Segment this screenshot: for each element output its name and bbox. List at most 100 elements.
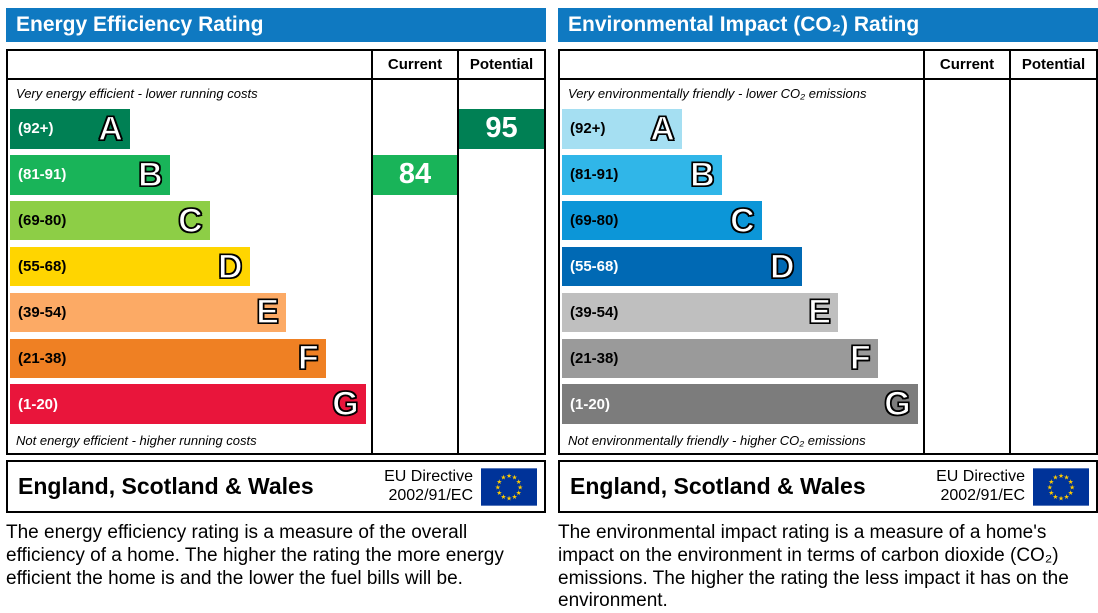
band-row-f: (21-38) F bbox=[560, 335, 1096, 382]
potential-column-cell bbox=[1009, 381, 1096, 428]
bottom-note-row: Not environmentally friendly - higher CO… bbox=[560, 427, 1096, 454]
band-range: (92+) bbox=[570, 120, 606, 138]
band-row-g: (1-20) G bbox=[8, 381, 544, 428]
potential-column-header: Potential bbox=[1009, 51, 1096, 78]
top-note-row: Very energy efficient - lower running co… bbox=[8, 80, 544, 106]
current-column-cell bbox=[371, 80, 457, 106]
eu-directive-line1: EU Directive bbox=[384, 468, 473, 486]
eu-flag-icon: ★ ★★★★★★★★★★★ bbox=[481, 467, 537, 506]
band-bar-g: (1-20) G bbox=[10, 384, 366, 424]
potential-column-cell bbox=[457, 197, 544, 244]
band-range: (92+) bbox=[18, 120, 54, 138]
band-range: (69-80) bbox=[18, 212, 67, 230]
band-cell: (39-54) E bbox=[560, 289, 923, 335]
energy-efficiency-panel: Energy Efficiency Rating Current Potenti… bbox=[6, 8, 546, 613]
band-row-g: (1-20) G bbox=[560, 381, 1096, 428]
band-row-e: (39-54) E bbox=[560, 289, 1096, 336]
band-cell: (81-91) B bbox=[560, 152, 923, 198]
band-bar-c: (69-80) C bbox=[562, 200, 762, 241]
svg-text:★: ★ bbox=[506, 472, 512, 480]
band-row-b: (81-91) B bbox=[560, 151, 1096, 198]
band-cell: (69-80) C bbox=[560, 198, 923, 244]
current-column-cell bbox=[923, 243, 1009, 290]
bottom-note: Not environmentally friendly - higher CO… bbox=[568, 432, 866, 448]
potential-column-cell bbox=[1009, 243, 1096, 290]
potential-column-cell bbox=[457, 381, 544, 428]
current-column-cell bbox=[371, 335, 457, 382]
band-range: (81-91) bbox=[18, 166, 67, 184]
eu-directive-label: EU Directive 2002/91/EC bbox=[936, 468, 1025, 505]
potential-column-cell bbox=[457, 243, 544, 290]
band-row-a: (92+) A bbox=[560, 106, 1096, 152]
band-letter: D bbox=[217, 247, 243, 286]
current-column-cell bbox=[923, 80, 1009, 106]
svg-text:★: ★ bbox=[1052, 473, 1058, 481]
current-column-cell bbox=[923, 427, 1009, 454]
current-column-header: Current bbox=[371, 51, 457, 78]
top-note: Very environmentally friendly - lower CO… bbox=[568, 85, 867, 101]
band-cell: (81-91) B bbox=[8, 152, 371, 198]
band-cell: (21-38) F bbox=[560, 335, 923, 381]
band-letter: G bbox=[884, 385, 912, 424]
band-row-a: (92+) A 95 bbox=[8, 106, 544, 152]
eu-directive-line2: 2002/91/EC bbox=[940, 486, 1025, 504]
potential-column-cell bbox=[1009, 335, 1096, 382]
footer-bar: England, Scotland & Wales EU Directive 2… bbox=[558, 460, 1098, 513]
current-rating-marker: 84 bbox=[373, 155, 457, 195]
band-bar-a: (92+) A bbox=[562, 109, 682, 149]
potential-column-cell bbox=[1009, 106, 1096, 152]
eu-directive-label: EU Directive 2002/91/EC bbox=[384, 468, 473, 505]
svg-text:★: ★ bbox=[1047, 483, 1053, 491]
svg-text:★: ★ bbox=[1064, 493, 1070, 501]
band-letter: D bbox=[769, 247, 795, 286]
svg-text:★: ★ bbox=[1048, 489, 1054, 497]
svg-text:★: ★ bbox=[516, 489, 522, 497]
svg-text:★: ★ bbox=[1064, 473, 1070, 481]
current-column-cell bbox=[371, 289, 457, 336]
svg-text:★: ★ bbox=[1048, 477, 1054, 485]
band-bar-e: (39-54) E bbox=[10, 292, 286, 333]
band-cell: (92+) A bbox=[560, 106, 923, 152]
band-letter: A bbox=[650, 109, 676, 148]
potential-column-cell bbox=[1009, 289, 1096, 336]
band-range: (55-68) bbox=[18, 258, 67, 275]
band-bar-f: (21-38) F bbox=[562, 338, 878, 378]
band-letter: B bbox=[138, 155, 164, 194]
svg-text:★: ★ bbox=[517, 483, 523, 491]
band-bar-e: (39-54) E bbox=[562, 292, 838, 333]
footer-bar: England, Scotland & Wales EU Directive 2… bbox=[6, 460, 546, 513]
potential-rating-marker: 95 bbox=[459, 109, 544, 149]
band-cell: (39-54) E bbox=[8, 289, 371, 335]
band-range: (21-38) bbox=[18, 349, 67, 367]
energy-efficiency-title: Energy Efficiency Rating bbox=[6, 8, 546, 42]
eu-directive-line1: EU Directive bbox=[936, 468, 1025, 486]
band-range: (21-38) bbox=[570, 349, 619, 367]
potential-column-header: Potential bbox=[457, 51, 544, 78]
band-cell: (92+) A bbox=[8, 106, 371, 152]
current-column-cell bbox=[371, 381, 457, 428]
potential-column-cell: 95 bbox=[457, 106, 544, 152]
svg-text:★: ★ bbox=[506, 494, 512, 502]
bottom-note: Not energy efficient - higher running co… bbox=[16, 432, 257, 448]
band-range: (69-80) bbox=[570, 212, 619, 230]
current-column-cell bbox=[923, 197, 1009, 244]
band-row-d: (55-68) D bbox=[560, 243, 1096, 290]
band-bar-a: (92+) A bbox=[10, 109, 130, 149]
current-column-cell bbox=[371, 197, 457, 244]
svg-text:★: ★ bbox=[495, 483, 501, 491]
top-note: Very energy efficient - lower running co… bbox=[16, 85, 258, 101]
potential-column-cell bbox=[457, 427, 544, 454]
svg-text:★: ★ bbox=[512, 493, 518, 501]
environmental-impact-chart: Current Potential Very environmentally f… bbox=[558, 49, 1098, 455]
band-letter: G bbox=[332, 385, 360, 424]
svg-text:★: ★ bbox=[1058, 472, 1064, 480]
band-range: (39-54) bbox=[570, 303, 619, 321]
band-bar-c: (69-80) C bbox=[10, 200, 210, 241]
environmental-impact-panel: Environmental Impact (CO₂) Rating Curren… bbox=[558, 8, 1098, 613]
band-bar-d: (55-68) D bbox=[10, 246, 250, 287]
chart-header-row: Current Potential bbox=[8, 51, 544, 80]
band-bar-g: (1-20) G bbox=[562, 384, 918, 424]
band-cell: (55-68) D bbox=[560, 244, 923, 290]
band-range: (39-54) bbox=[18, 303, 67, 321]
chart-body: Very environmentally friendly - lower CO… bbox=[560, 80, 1096, 454]
